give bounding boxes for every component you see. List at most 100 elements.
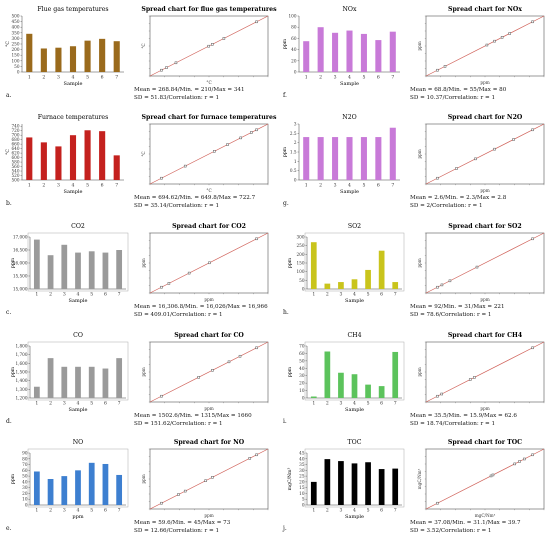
y-tick-label: 200 — [12, 47, 20, 52]
x-tick-label: 2 — [49, 292, 52, 298]
data-point — [474, 157, 477, 161]
bar — [102, 368, 109, 398]
x-tick-label: 1 — [312, 292, 315, 298]
stats-summary: Mean = 68.8/Min. = 55/Max = 80 SD = 10.37… — [410, 87, 506, 102]
chart-title: Spread chart for TOC — [448, 439, 522, 446]
panel-label: b. — [6, 200, 12, 207]
data-point — [183, 164, 187, 168]
panel-a-spread: Spread chart for flue gas temperatures °C… — [134, 4, 277, 108]
x-axis-label: ppm — [480, 188, 489, 193]
y-tick-label: 0 — [302, 503, 305, 508]
y-tick-label: 0.5 — [290, 168, 297, 173]
data-point — [165, 66, 168, 69]
data-point — [436, 68, 439, 72]
x-axis-label: ppm — [204, 513, 213, 518]
y-tick-label: 50 — [22, 474, 28, 479]
y-tick-label: 560 — [12, 164, 20, 169]
x-axis-label: Sample — [64, 81, 83, 87]
fit-line — [149, 123, 269, 185]
bar-chart: CO2 15,000 15,500 16,000 16,500 17,000 1 2 3 4 5 6 7… — [11, 223, 129, 304]
panel-d-bar: CO 1,200 1,300 1,400 1,500 1,600 1,700 1,800 1 2 3… — [0, 330, 132, 434]
bar — [116, 250, 123, 289]
y-tick-label: 1,600 — [16, 361, 28, 366]
data-point — [491, 473, 495, 477]
y-tick-label: 100 — [12, 58, 20, 63]
bar — [75, 366, 81, 398]
stats-summary: Mean = 92/Min. = 31/Max = 221 SD = 78.6/C… — [410, 304, 505, 319]
stats-line-sd: SD = 35.14/Correlation: r = 1 — [134, 202, 220, 209]
y-tick-label: 17,000 — [13, 235, 28, 240]
data-point — [160, 285, 163, 289]
x-tick-label: 7 — [391, 75, 394, 81]
stats-summary: Mean = 35.5/Min. = 15.9/Max = 62.6 SD = 1… — [410, 413, 517, 428]
data-point — [213, 150, 216, 153]
y-axis-label: ppm — [11, 366, 16, 377]
x-tick-label: 6 — [380, 292, 383, 298]
panel-b-bar: Furnace temperatures 500 520 540 560 580 600 62… — [0, 112, 132, 216]
spread-chart: Spread chart for SO2 ppm ppm — [417, 223, 545, 302]
y-axis-label: °C — [141, 151, 146, 156]
y-tick-label: 50 — [299, 358, 305, 363]
data-point — [468, 378, 472, 381]
y-tick-label: 3 — [294, 122, 297, 127]
y-tick-label: 40 — [291, 47, 297, 52]
x-tick-label: 3 — [334, 75, 337, 81]
x-tick-label: 7 — [118, 401, 121, 407]
y-tick-label: 70 — [22, 462, 28, 467]
y-tick-label: 100 — [297, 269, 305, 274]
y-tick-label: 10 — [299, 388, 305, 393]
x-tick-label: 2 — [319, 75, 322, 81]
y-tick-label: 1,300 — [16, 387, 28, 392]
bar — [99, 38, 106, 72]
x-tick-label: 5 — [362, 183, 365, 189]
y-tick-label: 150 — [12, 53, 20, 58]
y-tick-label: 720 — [12, 128, 20, 133]
y-axis-label: ppm — [141, 258, 146, 267]
data-point — [187, 271, 191, 275]
y-tick-label: 15 — [299, 485, 305, 490]
bar — [47, 358, 54, 398]
data-point — [440, 283, 444, 287]
x-tick-label: 4 — [353, 292, 356, 298]
data-point — [436, 394, 439, 398]
bar — [102, 252, 109, 289]
y-tick-label: 540 — [12, 169, 20, 174]
bar — [346, 137, 353, 180]
stats-line-mean: Mean = 268.84/Min. = 210/Max = 341 — [134, 87, 245, 93]
data-point — [518, 460, 521, 463]
panel-g-spread: Spread chart for N2O ppm ppm Mean = 2.6/Min… — [410, 112, 548, 216]
chart-title: CH4 — [347, 332, 361, 339]
data-point — [255, 128, 258, 132]
y-axis-label: ppm — [417, 367, 422, 376]
bar — [99, 131, 106, 180]
x-tick-label: 4 — [77, 508, 80, 514]
x-tick-label: 4 — [72, 75, 75, 81]
bar — [324, 459, 331, 505]
bar — [365, 269, 371, 289]
x-tick-label: 2 — [42, 183, 45, 189]
x-axis-label: ppm — [480, 297, 489, 302]
x-tick-label: 4 — [348, 75, 351, 81]
y-tick-label: 150 — [297, 261, 305, 266]
y-tick-label: 80 — [22, 456, 28, 461]
y-tick-label: 1,700 — [16, 352, 28, 357]
y-tick-label: 250 — [12, 42, 20, 47]
data-point — [174, 61, 178, 65]
x-tick-label: 1 — [312, 508, 315, 514]
fit-line — [425, 341, 545, 403]
data-point — [512, 138, 515, 141]
stats-line-sd: SD = 18.74/Correlation: r = 1 — [410, 420, 496, 427]
y-tick-label: 640 — [12, 146, 20, 151]
x-tick-label: 1 — [35, 292, 38, 298]
stats-line-sd: SD = 3.52/Correlation: r = 1 — [410, 527, 492, 534]
y-tick-label: 0 — [302, 396, 305, 401]
x-axis-label: ppm — [204, 406, 213, 411]
stats-line-mean: Mean = 68.8/Min. = 55/Max = 80 — [410, 87, 507, 93]
x-axis-label: °C — [206, 188, 211, 193]
data-point — [255, 237, 258, 241]
spread-chart: Spread chart for furnace temperatures °C °… — [141, 114, 277, 193]
y-tick-label: 20 — [299, 479, 305, 484]
bar — [378, 386, 385, 398]
bar — [26, 33, 33, 72]
